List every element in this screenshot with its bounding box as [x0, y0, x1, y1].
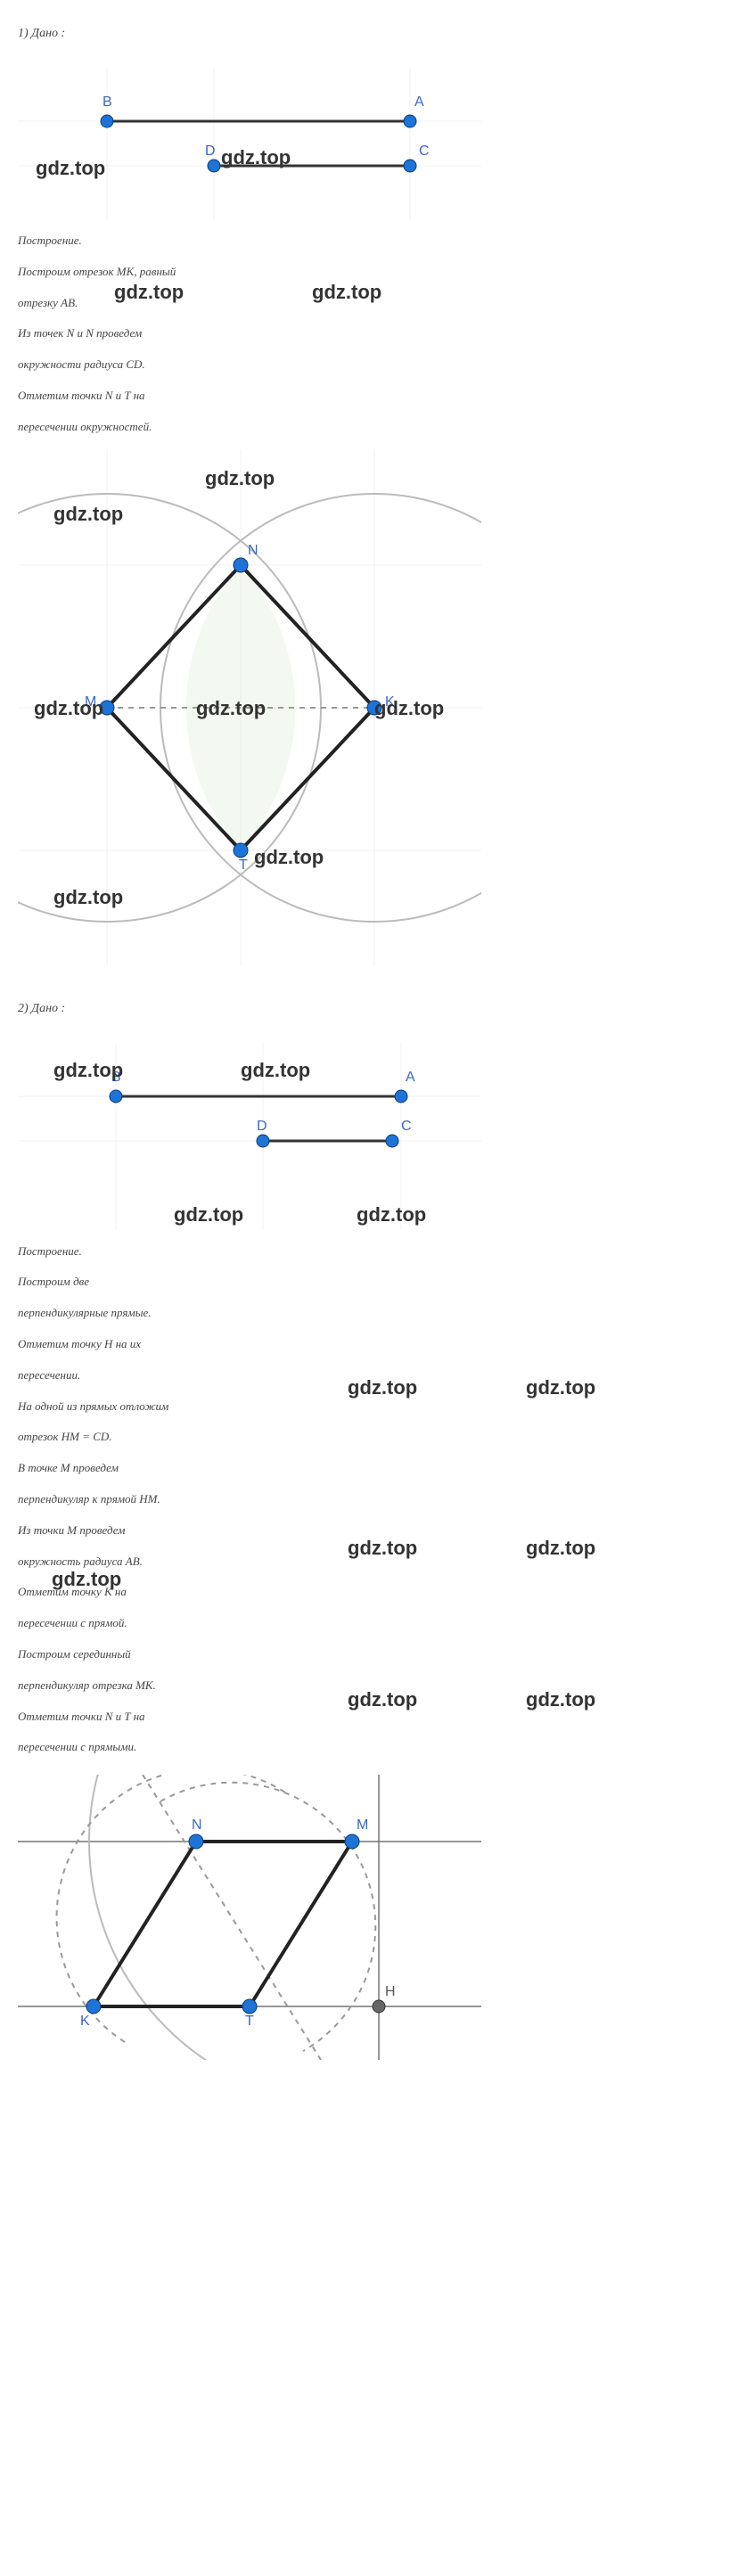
p1-l4: Отметим точки N и T на [18, 387, 712, 406]
p2-heading: Построение. [18, 1243, 712, 1261]
label-B2: B [111, 1070, 121, 1086]
label-A1: A [414, 94, 424, 111]
part2-given: 2) Дано : [18, 1002, 712, 1016]
label-T: T [239, 857, 248, 874]
p2-l5: отрезок HM = CD. [18, 1428, 712, 1447]
p2-l12: Построим серединный [18, 1645, 712, 1664]
p1-l5: пересечении окружностей. [18, 418, 712, 437]
label-N: N [248, 543, 258, 559]
label-B1: B [103, 94, 112, 111]
label-K: K [385, 694, 395, 710]
p2-l15: пересечении с прямыми. [18, 1738, 712, 1757]
label-H: H [385, 1984, 396, 2000]
p1-l3: окружности радиуса CD. [18, 356, 712, 374]
label-T2: T [245, 2014, 254, 2030]
part2-given-diagram: B A D C gdz.top gdz.top gdz.top gdz.top [18, 1043, 712, 1230]
p2-l10: Отметим точку K на [18, 1583, 712, 1602]
p2-l0: Построим две [18, 1273, 712, 1292]
label-D1: D [205, 144, 216, 160]
p1-l0: Построим отрезок MK, равный [18, 263, 712, 282]
p2-l9: окружность радиуса AB. [18, 1553, 712, 1571]
label-M: M [85, 694, 96, 710]
label-D2: D [257, 1119, 267, 1135]
p2-l13: перпендикуляр отрезка MK. [18, 1677, 712, 1695]
p2-l1: перпендикулярные прямые. [18, 1304, 712, 1323]
p1-l2: Из точек N и N проведем [18, 324, 712, 343]
part1-given: 1) Дано : [18, 27, 712, 41]
label-C1: C [419, 144, 430, 160]
p2-l11: пересечении с прямой. [18, 1614, 712, 1633]
label-N2: N [192, 1817, 202, 1834]
p2-l14: Отметим точки N и T на [18, 1708, 712, 1727]
label-K2: K [80, 2014, 90, 2030]
part1-given-diagram: B A D C gdz.top gdz.top [18, 68, 712, 219]
label-A2: A [406, 1070, 415, 1086]
p2-l4: На одной из прямых отложим [18, 1398, 712, 1416]
label-C2: C [401, 1119, 412, 1135]
label-M2: M [357, 1817, 368, 1834]
p2-l2: Отметим точку H на их [18, 1335, 712, 1354]
part1-figure: N M K T gdz.top gdz.top gdz.top gdz.top … [18, 449, 712, 966]
p1-heading: Построение. [18, 232, 712, 250]
p2-l3: пересечении. [18, 1366, 712, 1385]
p2-l8: Из точки M проведем [18, 1522, 712, 1540]
p2-l6: В точке M проведем [18, 1459, 712, 1478]
p1-l1: отрезку AB. [18, 294, 712, 313]
part2-figure: N M K T H [18, 1775, 712, 2060]
p2-l7: перпендикуляр к прямой HM. [18, 1490, 712, 1509]
